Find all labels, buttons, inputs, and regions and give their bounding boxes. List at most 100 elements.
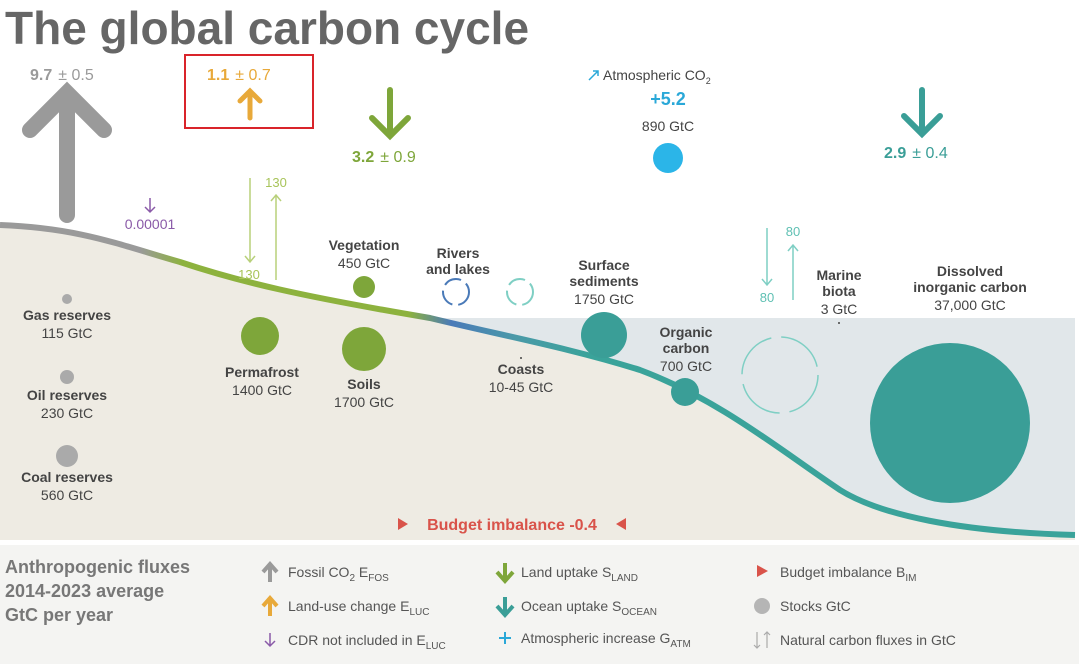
legend-sub: ATM [670, 639, 690, 650]
land-uptake-arrow [369, 87, 411, 141]
stock-amount: 3 GtC [821, 301, 858, 317]
atmosphere-stock [653, 143, 683, 173]
stock-name: and lakes [426, 261, 490, 277]
stock-circle [671, 378, 699, 406]
flux-uncertainty: ± 0.5 [58, 67, 94, 84]
legend-item: Land-use change ELUC [288, 598, 429, 618]
stock-name: Gas reserves [23, 307, 111, 323]
stock-name: Vegetation [329, 237, 400, 253]
land-flux-down [244, 178, 256, 264]
legend-sub: FOS [368, 573, 389, 584]
ocean-flux-up [787, 243, 799, 300]
legend-sub: LUC [409, 607, 429, 618]
stock-circle [520, 357, 522, 359]
flux-uncertainty: ± 0.4 [912, 145, 948, 162]
surface-line [0, 222, 1076, 538]
flux-value: 1.1 [207, 67, 229, 84]
ocean-uptake-arrow [901, 87, 943, 139]
legend-item: Budget imbalance BIM [780, 564, 916, 584]
stock-amount: 37,000 GtC [934, 297, 1006, 313]
stock-amount: 1400 GtC [232, 382, 292, 398]
stock-name: Rivers [437, 245, 480, 261]
legend-sub: LAND [611, 573, 638, 584]
stock-name: Dissolved [937, 263, 1003, 279]
cdr-value: 0.00001 [125, 216, 176, 232]
stock-circle [353, 276, 375, 298]
legend-item: Land uptake SLAND [521, 564, 638, 584]
stock-circle [870, 343, 1030, 503]
legend-item: Fossil CO2 EFOS [288, 564, 389, 584]
ocean-flux-down [761, 228, 773, 287]
legend-icon [261, 560, 279, 582]
stock-name: Organic [660, 324, 713, 340]
stock-amount: 115 GtC [41, 325, 92, 341]
title: The global carbon cycle [5, 2, 529, 54]
legend-text: CDR not included in E [288, 632, 426, 648]
legend-item: Ocean uptake SOCEAN [521, 598, 657, 618]
stock-name: Marine [816, 267, 861, 283]
flux-uncertainty: ± 0.7 [235, 67, 271, 84]
legend-text: Atmospheric increase G [521, 630, 670, 646]
flux-value: 9.7 [30, 67, 52, 84]
stock-amount: 700 GtC [660, 358, 712, 374]
stock-circle [241, 317, 279, 355]
atmosphere-label: Atmospheric CO2 [603, 67, 711, 86]
legend-text: Land uptake S [521, 564, 611, 580]
flux-label: 1.1 ± 0.7 [207, 67, 271, 84]
legend-item: Natural carbon fluxes in GtC [780, 632, 956, 648]
cdr-arrow [144, 198, 156, 214]
stock-amount: 450 GtC [338, 255, 390, 271]
flux-label: 9.7 ± 0.5 [30, 67, 94, 84]
stock-name: Coal reserves [21, 469, 113, 485]
flux-value: 2.9 [884, 145, 906, 162]
stock-circle [56, 445, 78, 467]
legend-heading: Anthropogenic fluxes [5, 557, 190, 577]
flux-uncertainty: ± 0.9 [380, 149, 416, 166]
legend-sub: LUC [426, 641, 446, 652]
legend-sub: OCEAN [621, 607, 657, 618]
stock-amount: 230 GtC [41, 405, 93, 421]
legend-icon [261, 594, 279, 616]
legend-item: Atmospheric increase GATM [521, 630, 691, 650]
natural-flux: 80 [786, 224, 800, 239]
stock-name: biota [822, 283, 856, 299]
fossil-arrow [22, 81, 112, 223]
flux-label: 2.9 ± 0.4 [884, 145, 948, 162]
legend-text: Natural carbon fluxes in GtC [780, 632, 956, 648]
stock-circle [581, 312, 627, 358]
legend-icon [499, 632, 511, 644]
legend-sub: IM [905, 573, 916, 584]
label-sub: 2 [706, 76, 711, 86]
atm-icon [588, 70, 599, 81]
legend-heading: 2014-2023 average [5, 581, 164, 601]
legend-text: Land-use change E [288, 598, 409, 614]
land-use-arrow [237, 87, 263, 121]
stock-name: sediments [569, 273, 638, 289]
legend-panel [0, 545, 1079, 664]
natural-flux: 80 [760, 290, 774, 305]
natural-flux: 130 [265, 175, 287, 190]
land-flux-up [270, 193, 282, 280]
legend-text: Budget imbalance B [780, 564, 905, 580]
stock-name: inorganic carbon [913, 279, 1027, 295]
coast-cycle [506, 278, 534, 306]
label-part: Atmospheric CO [603, 67, 706, 83]
rivers-cycle [442, 278, 470, 306]
legend-text: E [355, 564, 368, 580]
stock-circle [342, 327, 386, 371]
budget-imbalance: Budget imbalance -0.4 [427, 517, 597, 534]
stock-circle [838, 322, 840, 324]
stock-amount: 1750 GtC [574, 291, 634, 307]
stock-circle [60, 370, 74, 384]
stock-name: Surface [578, 257, 630, 273]
legend-icon [757, 565, 768, 577]
legend-text: Ocean uptake S [521, 598, 621, 614]
legend-icon [264, 633, 276, 648]
stock-name: Permafrost [225, 364, 299, 380]
legend-icon [754, 598, 770, 614]
stock-circle [62, 294, 72, 304]
stock-name: carbon [663, 340, 710, 356]
ocean-cycle [741, 336, 819, 414]
